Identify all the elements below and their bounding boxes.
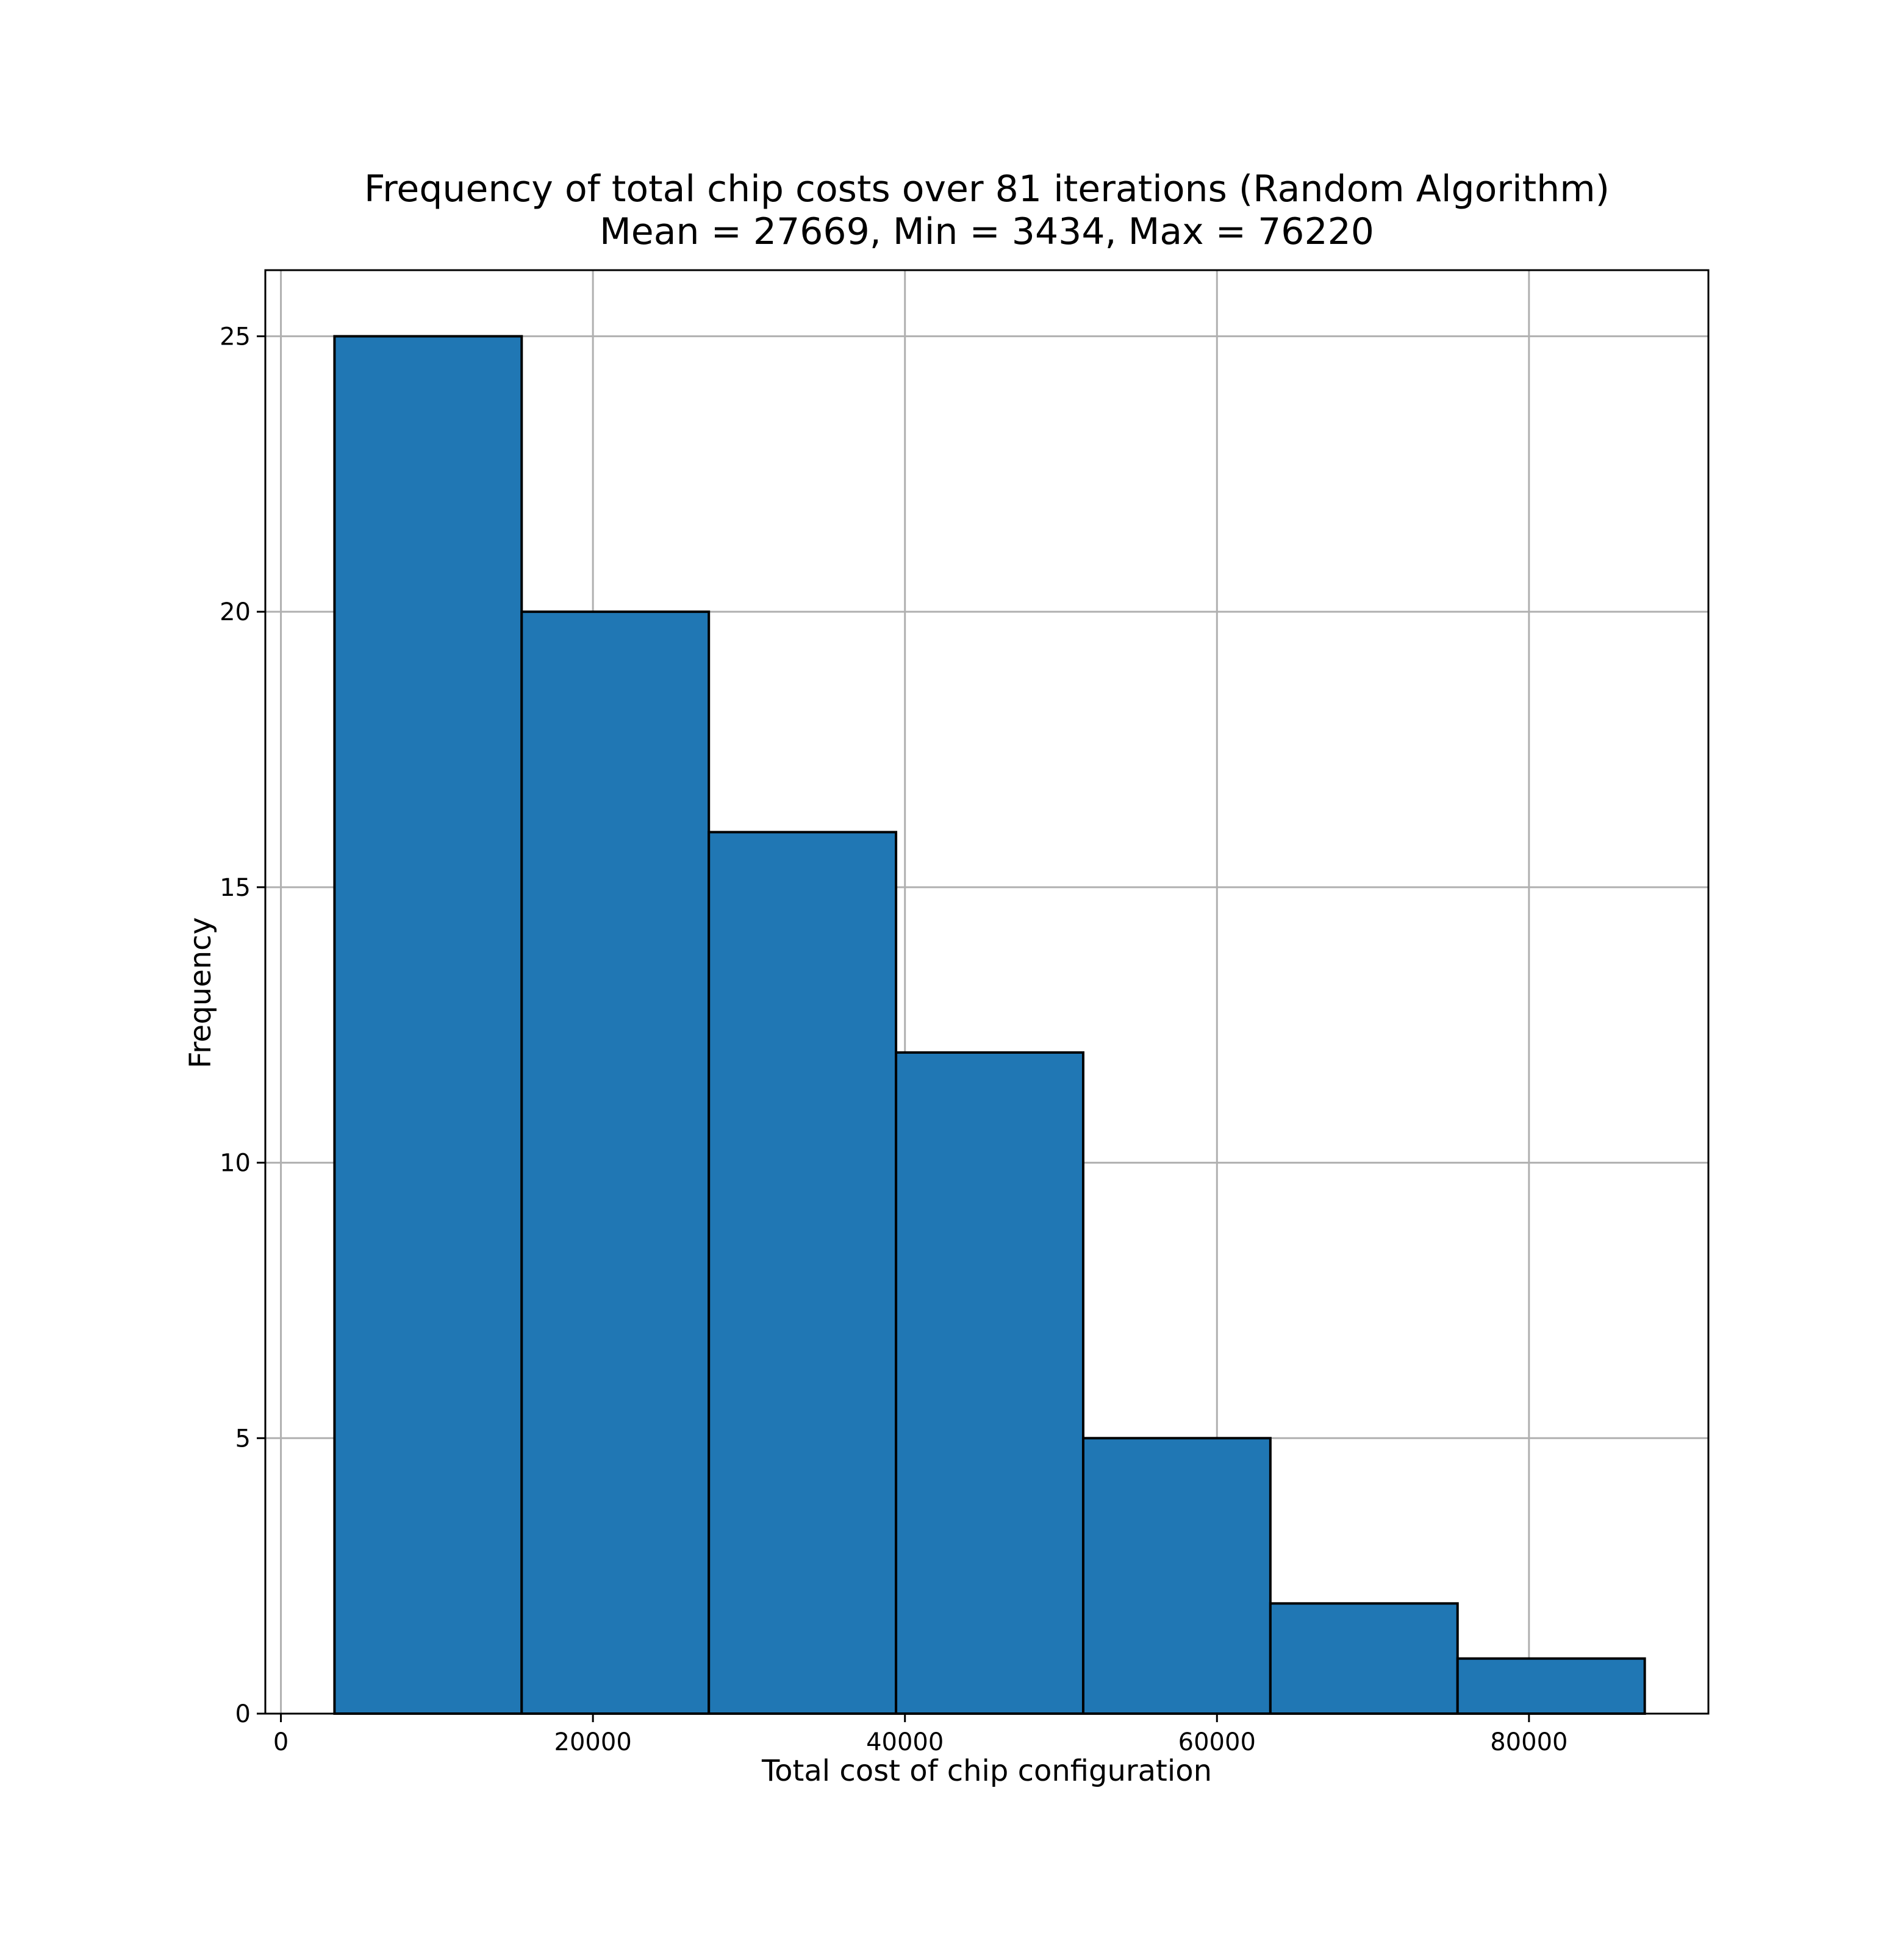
x-tick-label: 60000 (1178, 1728, 1256, 1756)
histogram-bar-4 (895, 1051, 1084, 1715)
y-axis-label: Frequency (184, 917, 218, 1068)
y-tick-label: 5 (235, 1425, 251, 1453)
histogram-bars (333, 335, 1646, 1715)
y-tick-label: 15 (220, 874, 251, 902)
histogram-bar-2 (520, 610, 711, 1715)
x-tick-label: 40000 (866, 1728, 944, 1756)
chart-subtitle: Mean = 27669, Min = 3434, Max = 76220 (600, 210, 1374, 253)
chart-title: Frequency of total chip costs over 81 it… (364, 168, 1610, 210)
histogram-bar-3 (708, 831, 898, 1715)
histogram-bar-6 (1269, 1602, 1459, 1715)
y-tick-label: 0 (235, 1700, 251, 1728)
x-tick-label: 80000 (1490, 1728, 1568, 1756)
histogram-bar-1 (333, 335, 523, 1715)
y-tick-label: 25 (220, 323, 251, 351)
x-axis-ticks: 0 20000 40000 60000 80000 (273, 1714, 1568, 1756)
y-axis-ticks: 0 5 10 15 20 25 (220, 323, 265, 1728)
x-axis-label: Total cost of chip configuration (761, 1754, 1212, 1788)
y-tick-label: 20 (220, 598, 251, 626)
histogram-bar-7 (1456, 1657, 1646, 1715)
x-tick-label: 20000 (554, 1728, 632, 1756)
axes-frame (264, 269, 1710, 1715)
histogram-bar-5 (1081, 1437, 1272, 1715)
x-tick-label: 0 (273, 1728, 288, 1756)
y-tick-label: 10 (220, 1150, 251, 1178)
